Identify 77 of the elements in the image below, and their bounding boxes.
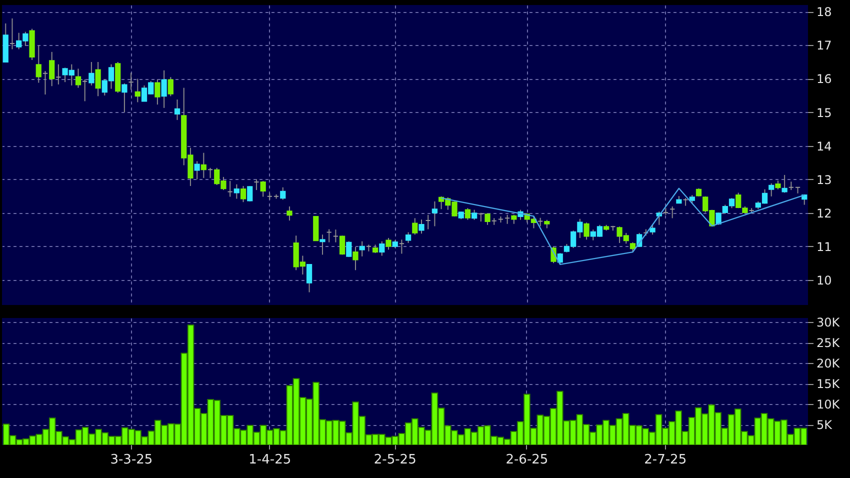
candlestick xyxy=(484,212,490,226)
candlestick xyxy=(134,78,140,103)
x-tick-label: 2-5-25 xyxy=(374,452,416,468)
candlestick xyxy=(49,51,55,87)
candlestick xyxy=(782,174,788,194)
candlestick xyxy=(359,240,365,257)
candlestick xyxy=(386,237,392,250)
candlestick xyxy=(240,186,246,203)
candlestick xyxy=(557,252,563,265)
candlestick xyxy=(82,78,88,102)
candlestick xyxy=(504,214,510,224)
x-tick-label: 1-4-25 xyxy=(248,452,292,468)
candlestick xyxy=(9,18,16,50)
y-tick-label: 30K xyxy=(816,316,841,330)
x-tick-label: 2-7-25 xyxy=(644,452,687,468)
candlestick xyxy=(339,235,346,256)
candlestick xyxy=(174,99,180,120)
y-tick-label: 18 xyxy=(816,5,832,20)
candlestick xyxy=(464,208,471,220)
y-tick-label: 20K xyxy=(816,356,841,371)
candlestick xyxy=(88,61,94,86)
candlestick xyxy=(56,64,62,85)
y-tick-label: 11 xyxy=(816,240,832,254)
candlestick xyxy=(260,180,266,198)
candlestick xyxy=(511,214,517,224)
candlestick xyxy=(584,222,590,240)
candlestick xyxy=(168,76,174,97)
y-tick-label: 15K xyxy=(816,377,841,392)
candlestick xyxy=(326,228,332,243)
x-tick-label: 3-3-25 xyxy=(110,452,153,468)
candlestick xyxy=(306,264,312,293)
candlestick xyxy=(432,200,438,227)
candlestick xyxy=(670,206,676,219)
y-tick-label: 16 xyxy=(816,72,832,86)
candlestick xyxy=(95,61,101,97)
candlestick xyxy=(247,186,253,202)
x-tick-label: 2-6-25 xyxy=(506,452,548,468)
y-tick-label: 5K xyxy=(816,418,834,432)
candlestick xyxy=(280,186,286,200)
candlestick xyxy=(405,232,412,244)
candlestick xyxy=(320,234,326,256)
candlestick xyxy=(418,219,424,234)
candlestick xyxy=(254,178,260,191)
candlestick xyxy=(650,224,656,236)
y-tick-label: 25K xyxy=(816,336,841,350)
candlestick xyxy=(128,72,134,90)
y-tick-label: 17 xyxy=(816,38,832,53)
y-tick-label: 10K xyxy=(816,398,841,412)
candlestick xyxy=(227,180,233,198)
candlestick xyxy=(794,186,801,194)
y-tick-label: 10 xyxy=(816,273,832,288)
y-tick-label: 12 xyxy=(816,206,832,220)
candlestick xyxy=(630,242,636,253)
candlestick xyxy=(234,184,240,200)
candlestick xyxy=(425,214,431,230)
candlestick xyxy=(412,218,418,236)
y-tick-label: 15 xyxy=(816,106,832,120)
candlestick xyxy=(379,240,385,256)
candlestick xyxy=(75,68,82,88)
candlestick xyxy=(36,45,42,84)
y-tick-label: 13 xyxy=(816,172,832,187)
candlestick xyxy=(682,198,688,206)
candlestick xyxy=(346,240,352,258)
candlestick xyxy=(194,160,200,180)
candlestick xyxy=(768,182,774,197)
candlestick xyxy=(42,70,48,95)
candlestick xyxy=(207,167,214,178)
candlestick xyxy=(286,206,292,222)
candlestick xyxy=(122,82,128,113)
candlestick xyxy=(200,152,206,178)
candlestick xyxy=(472,209,478,220)
y-tick-label: 14 xyxy=(816,139,832,154)
candlestick xyxy=(154,78,160,106)
candlestick xyxy=(161,70,167,108)
candlestick xyxy=(398,239,405,254)
candlestick xyxy=(332,229,338,243)
candlestick xyxy=(352,246,358,271)
